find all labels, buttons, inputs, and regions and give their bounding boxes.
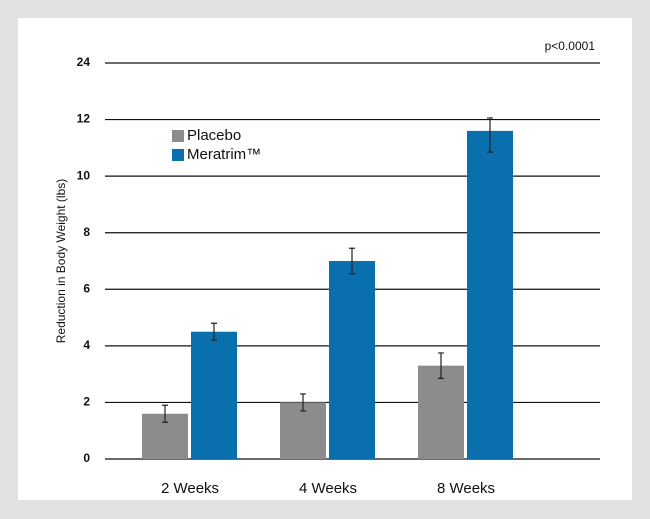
bar [467, 130, 513, 459]
legend-swatch [172, 149, 184, 161]
y-tick-label: 8 [83, 225, 90, 239]
y-tick-label: 0 [83, 451, 90, 465]
y-tick-label: 4 [83, 338, 90, 352]
y-tick-label: 12 [77, 112, 91, 126]
legend-label: Meratrim™ [187, 146, 261, 163]
error-bar [162, 404, 168, 423]
x-tick-label: 8 Weeks [437, 480, 495, 497]
error-bar [349, 247, 355, 275]
bar [418, 365, 464, 459]
legend-swatch [172, 130, 184, 142]
bar [329, 261, 375, 459]
y-tick-label: 10 [77, 168, 91, 182]
error-bar [300, 393, 306, 412]
y-tick-label: 24 [77, 55, 91, 69]
y-axis-label: Reduction in Body Weight (lbs) [54, 179, 68, 344]
bar [191, 331, 237, 459]
bar [280, 402, 326, 459]
x-tick-label: 2 Weeks [161, 480, 219, 497]
annotation: p<0.0001 [545, 39, 596, 53]
x-tick-label: 4 Weeks [299, 480, 357, 497]
error-bar [438, 352, 444, 379]
error-bar [211, 322, 217, 341]
y-tick-label: 6 [83, 281, 90, 295]
legend-label: Placebo [187, 127, 241, 144]
y-tick-label: 2 [83, 395, 90, 409]
error-bar [487, 117, 493, 153]
